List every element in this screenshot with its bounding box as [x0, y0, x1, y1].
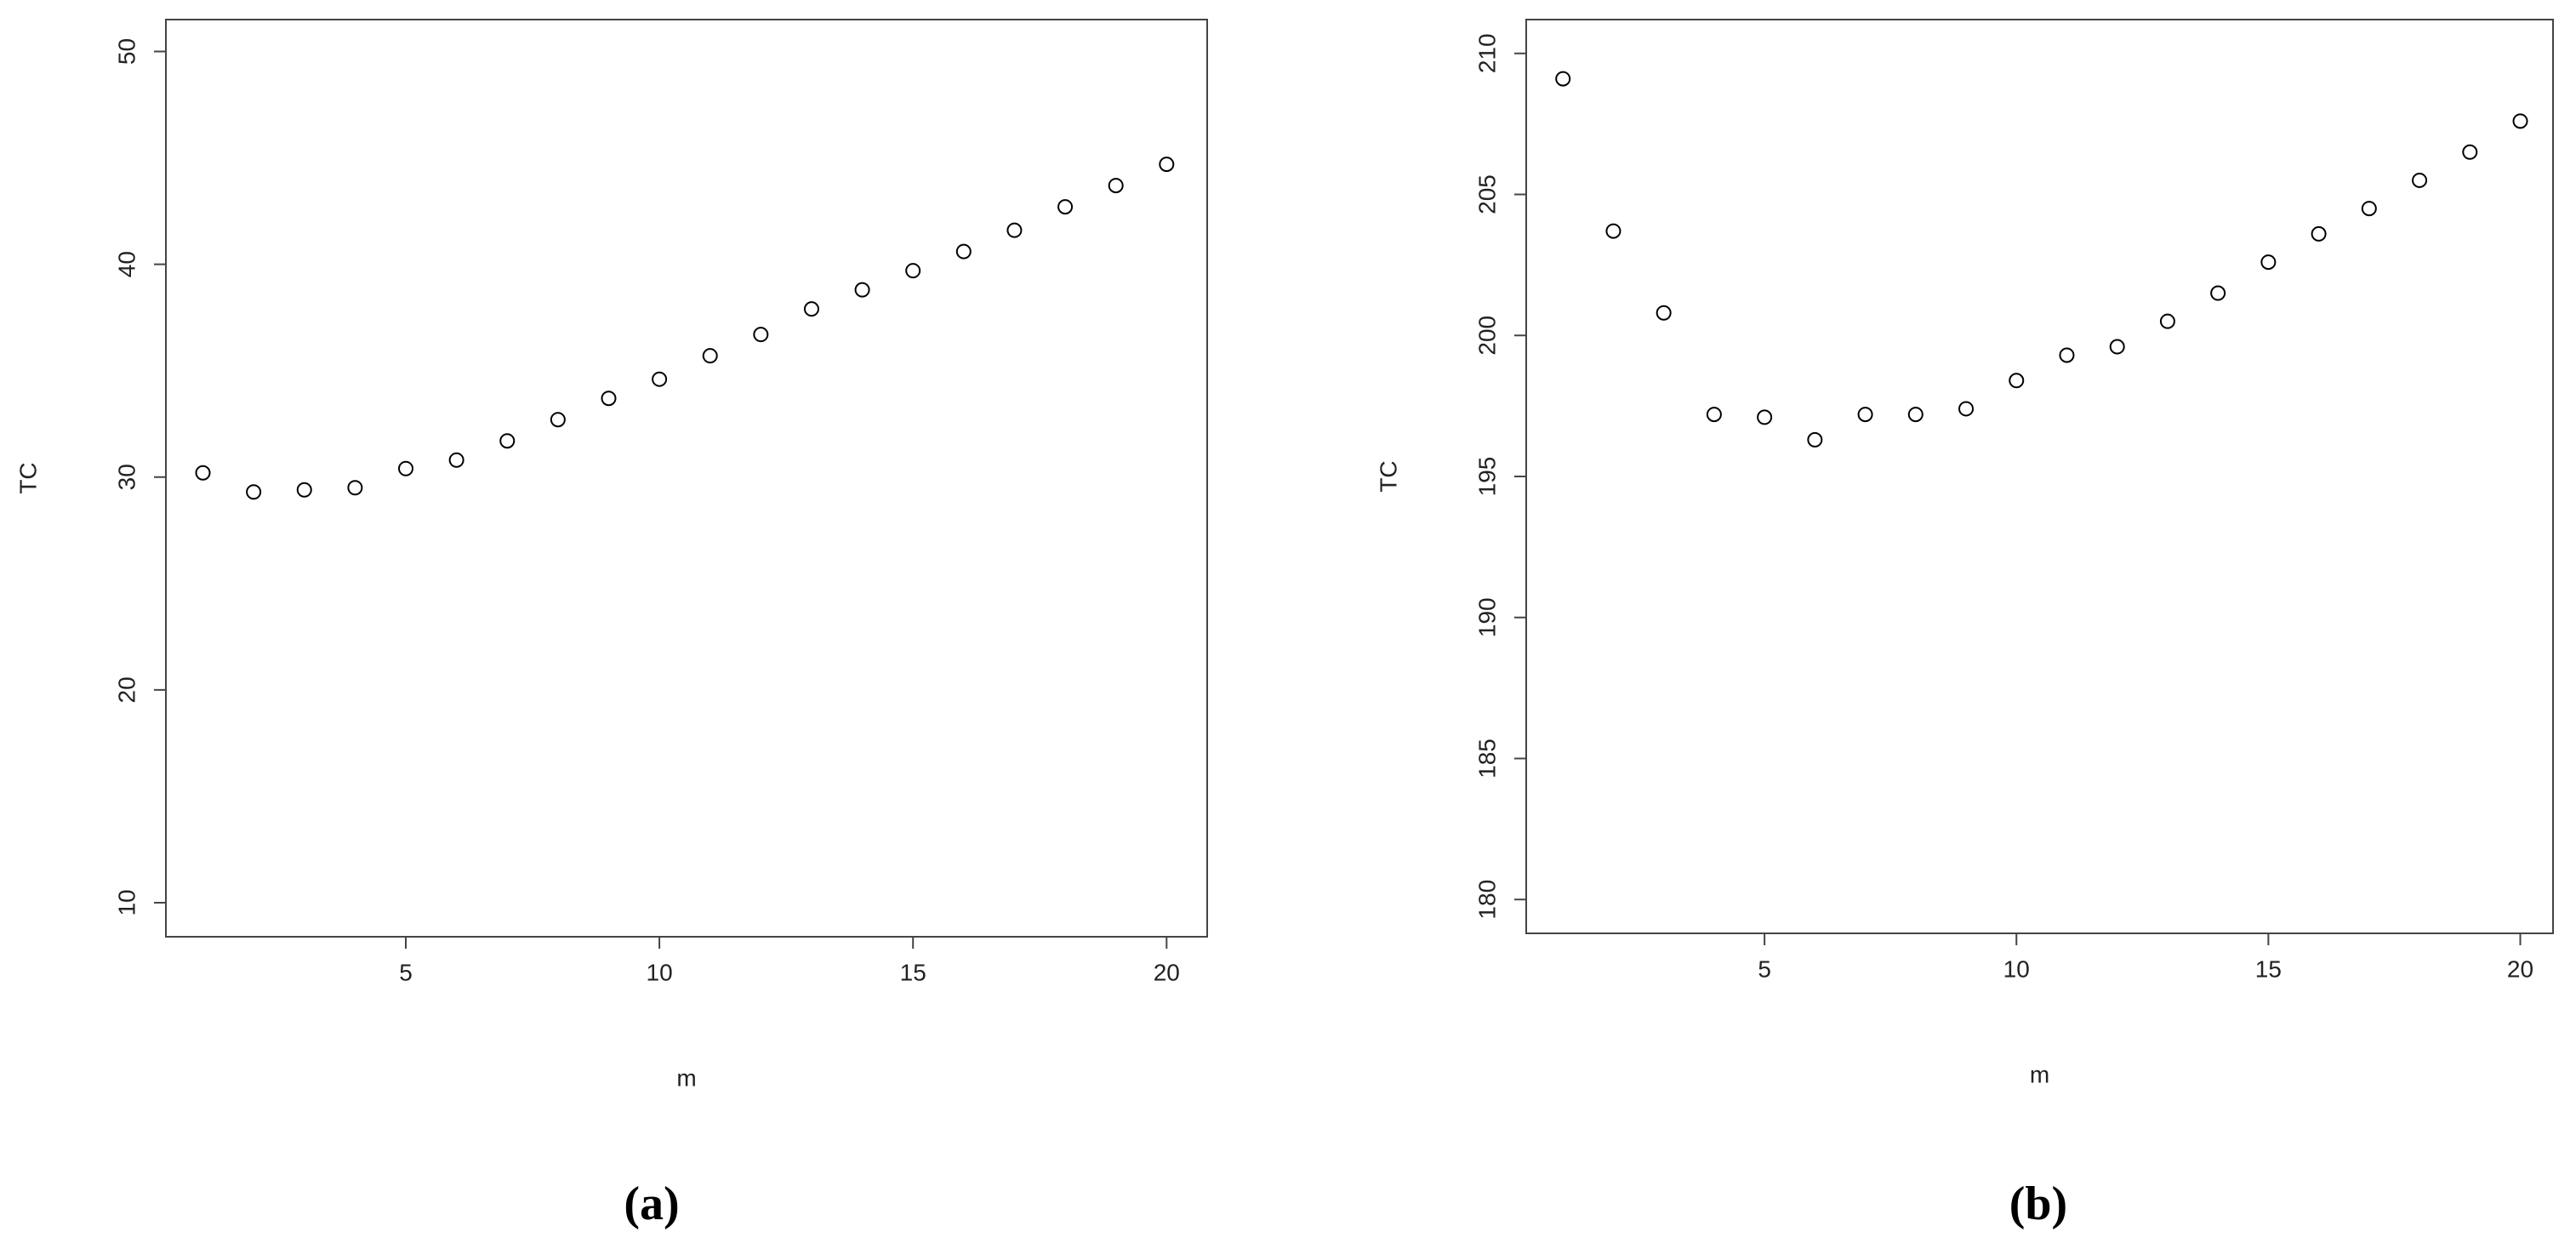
y-tick-label: 200: [1473, 316, 1500, 356]
x-tick-label: 10: [647, 959, 673, 985]
x-tick-label: 10: [2003, 955, 2030, 982]
y-tick-label: 195: [1473, 457, 1500, 497]
y-tick-label: 30: [113, 464, 140, 490]
point: [499, 433, 516, 449]
plot-box: [1525, 19, 2554, 934]
x-tick-label: 20: [2507, 955, 2533, 982]
point: [195, 465, 211, 481]
point: [2210, 285, 2226, 301]
point: [1706, 407, 1722, 423]
caption: (a): [624, 1178, 679, 1230]
point: [905, 263, 921, 279]
y-tick-label: 40: [113, 251, 140, 277]
point: [1958, 401, 1975, 417]
point: [398, 460, 414, 476]
point: [1159, 157, 1175, 173]
point: [1006, 222, 1023, 238]
point: [1057, 199, 1074, 215]
point: [955, 243, 972, 259]
x-tick-label: 5: [399, 959, 413, 985]
point: [2311, 225, 2327, 242]
point: [1857, 407, 1873, 423]
point: [2159, 313, 2175, 329]
point: [1807, 431, 1823, 448]
x-tick-label: 15: [900, 959, 926, 985]
point: [2512, 113, 2528, 129]
point: [1757, 409, 1773, 425]
y-tick-label: 20: [113, 676, 140, 703]
y-tick-label: 205: [1473, 174, 1500, 214]
point: [246, 484, 262, 500]
point: [1605, 223, 1621, 239]
y-tick-label: 180: [1473, 880, 1500, 920]
point: [753, 327, 769, 343]
x-tick-label: 15: [2255, 955, 2282, 982]
y-tick-label: 190: [1473, 597, 1500, 637]
y-tick-label: 50: [113, 38, 140, 65]
plot-box: [165, 19, 1208, 938]
x-tick-label: 20: [1154, 959, 1180, 985]
y-axis-label: TC: [1375, 460, 1401, 492]
point: [2059, 347, 2075, 363]
point: [652, 371, 668, 387]
point: [2009, 373, 2025, 389]
point: [550, 412, 566, 428]
point: [854, 282, 870, 298]
point: [2361, 201, 2377, 217]
x-axis-label: m: [2030, 1061, 2049, 1087]
point: [2109, 339, 2125, 355]
point: [2412, 172, 2428, 188]
caption: (b): [2009, 1178, 2067, 1230]
point: [296, 482, 312, 498]
point: [1656, 305, 1672, 321]
point: [2260, 254, 2277, 271]
y-tick-label: 185: [1473, 739, 1500, 778]
x-axis-label: m: [676, 1064, 696, 1091]
point: [347, 480, 363, 496]
point: [2462, 144, 2478, 160]
x-tick-label: 5: [1758, 955, 1771, 982]
point: [1108, 178, 1124, 194]
point: [1555, 71, 1571, 87]
point: [601, 391, 617, 407]
y-tick-label: 10: [113, 889, 140, 915]
y-tick-label: 210: [1473, 33, 1500, 73]
point: [803, 301, 819, 317]
y-axis-label: TC: [14, 462, 41, 493]
point: [1907, 407, 1923, 423]
point: [448, 452, 464, 468]
point: [702, 348, 718, 364]
